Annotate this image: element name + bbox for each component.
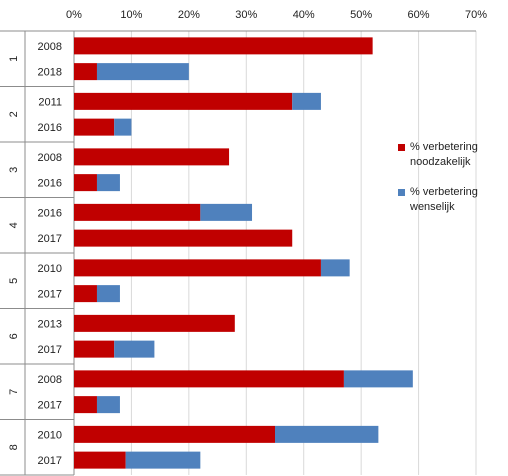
bar-noodzakelijk (74, 37, 373, 55)
bar-noodzakelijk (74, 451, 126, 469)
x-tick-label: 60% (408, 9, 430, 21)
group-label: 4 (8, 222, 20, 228)
bar-wenselijk (200, 203, 253, 221)
year-label: 2016 (38, 122, 62, 134)
year-label: 2017 (38, 289, 62, 301)
x-tick-label: 20% (178, 9, 200, 21)
bar-wenselijk (275, 425, 379, 443)
year-label: 2008 (38, 152, 62, 164)
year-label: 2017 (38, 400, 62, 412)
bar-noodzakelijk (74, 285, 97, 303)
bar-noodzakelijk (74, 229, 293, 247)
x-tick-label: 0% (66, 9, 82, 21)
bar-noodzakelijk (74, 314, 235, 332)
year-label: 2016 (38, 178, 62, 190)
year-label: 2010 (38, 429, 62, 441)
x-tick-label: 70% (465, 9, 487, 21)
bar-wenselijk (96, 63, 189, 81)
year-label: 2017 (38, 455, 62, 467)
year-label: 2016 (38, 207, 62, 219)
legend-swatch (398, 189, 405, 196)
year-label: 2010 (38, 263, 62, 275)
bar-noodzakelijk (74, 370, 344, 388)
group-label: 8 (8, 444, 20, 450)
group-label: 6 (8, 333, 20, 339)
bar-wenselijk (125, 451, 201, 469)
bar-noodzakelijk (74, 148, 230, 166)
bar-wenselijk (292, 92, 321, 110)
year-label: 2017 (38, 233, 62, 245)
year-label: 2013 (38, 318, 62, 330)
bar-noodzakelijk (74, 118, 115, 136)
year-label: 2008 (38, 374, 62, 386)
x-tick-label: 30% (235, 9, 257, 21)
group-label: 5 (8, 278, 20, 284)
x-tick-label: 10% (120, 9, 142, 21)
bar-noodzakelijk (74, 259, 321, 277)
year-label: 2017 (38, 344, 62, 356)
bar-noodzakelijk (74, 174, 97, 192)
group-label: 1 (8, 56, 20, 62)
year-label: 2008 (38, 41, 62, 53)
group-label: 7 (8, 389, 20, 395)
bar-noodzakelijk (74, 92, 293, 110)
bar-wenselijk (320, 259, 350, 277)
legend-label: % verbetering noodzakelijk (410, 141, 478, 168)
x-tick-label: 40% (293, 9, 315, 21)
x-tick-label: 50% (350, 9, 372, 21)
group-label: 2 (8, 111, 20, 117)
bar-noodzakelijk (74, 203, 201, 221)
legend-swatch (398, 144, 405, 151)
bar-wenselijk (96, 396, 120, 414)
bar-wenselijk (343, 370, 413, 388)
bar-wenselijk (114, 118, 132, 136)
bar-wenselijk (96, 174, 120, 192)
year-label: 2018 (38, 67, 62, 79)
bar-noodzakelijk (74, 340, 115, 358)
group-label: 3 (8, 167, 20, 173)
bar-noodzakelijk (74, 63, 97, 81)
bar-noodzakelijk (74, 425, 275, 443)
bar-wenselijk (114, 340, 155, 358)
bar-wenselijk (96, 285, 120, 303)
bar-noodzakelijk (74, 396, 97, 414)
year-label: 2011 (38, 96, 62, 108)
legend-label: % verbetering wenselijk (409, 186, 478, 213)
